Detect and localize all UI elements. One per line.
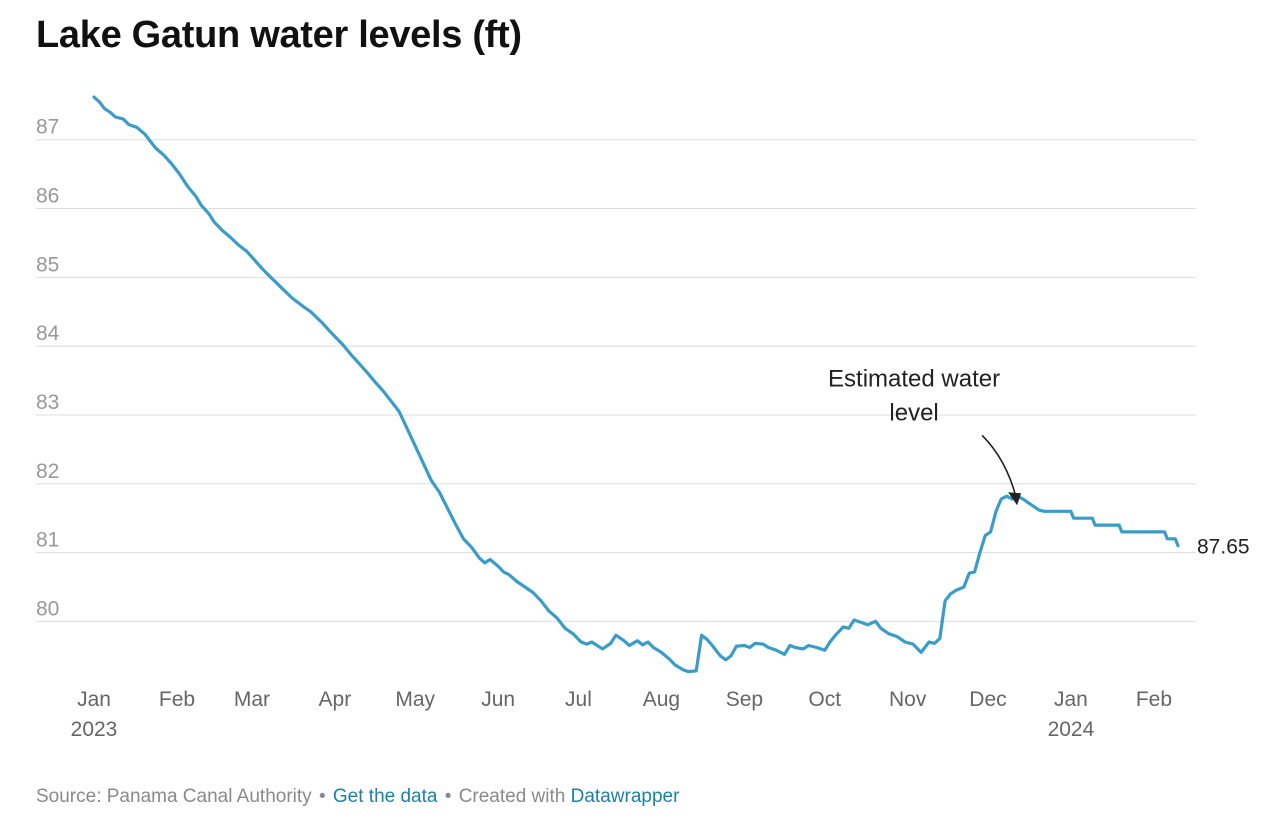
y-tick-label: 85 (36, 253, 59, 276)
y-tick-label: 87 (36, 116, 59, 139)
x-tick-label: Jun (481, 688, 515, 711)
x-tick-label: Aug (643, 688, 680, 711)
x-tick-label: Jan (1054, 688, 1088, 711)
x-tick-label: Feb (1136, 688, 1172, 711)
x-tick-label: Feb (159, 688, 195, 711)
source-label: Source: Panama Canal Authority (36, 786, 312, 807)
y-tick-label: 84 (36, 322, 60, 345)
annotation-text-line-2: level (889, 399, 938, 426)
footer-separator: • (318, 786, 326, 807)
x-tick-label: Apr (319, 688, 352, 711)
y-tick-label: 83 (36, 391, 59, 414)
y-axis-ticks: 80 81 82 83 84 85 86 87 (36, 116, 60, 621)
annotation: Estimated water level (828, 365, 1022, 506)
y-tick-label: 82 (36, 460, 59, 483)
created-with-label: Created with (458, 786, 566, 807)
gridlines (36, 139, 1196, 622)
x-tick-label: Oct (808, 688, 841, 711)
x-tick-label: Sep (726, 688, 763, 711)
annotation-arrow (981, 434, 1017, 498)
water-level-line (92, 95, 1180, 674)
x-tick-label: Mar (234, 688, 270, 711)
footer: Source: Panama Canal Authority • Get the… (36, 786, 679, 808)
annotation-text-line-1: Estimated water (828, 365, 1000, 392)
x-tick-year-label: 2023 (71, 718, 118, 741)
y-tick-label: 86 (36, 185, 59, 208)
footer-separator: • (444, 786, 452, 807)
x-tick-label: May (395, 688, 435, 711)
annotation-arrowhead (1008, 492, 1022, 506)
end-value-label: 87.65 (1197, 536, 1250, 559)
get-the-data-link[interactable]: Get the data (332, 786, 438, 807)
x-tick-year-label: 2024 (1048, 718, 1095, 741)
x-tick-label: Dec (969, 688, 1006, 711)
x-axis-ticks: Jan 2023 Feb Mar Apr May Jun Jul Aug Sep Oct Nov Dec… (71, 688, 1172, 741)
chart-title: Lake Gatun water levels (ft) (36, 14, 522, 56)
x-tick-label: Jan (77, 688, 111, 711)
datawrapper-link[interactable]: Datawrapper (570, 786, 680, 807)
x-tick-label: Nov (889, 688, 927, 711)
y-tick-label: 80 (36, 597, 59, 620)
y-tick-label: 81 (36, 529, 59, 552)
x-tick-label: Jul (565, 688, 592, 711)
